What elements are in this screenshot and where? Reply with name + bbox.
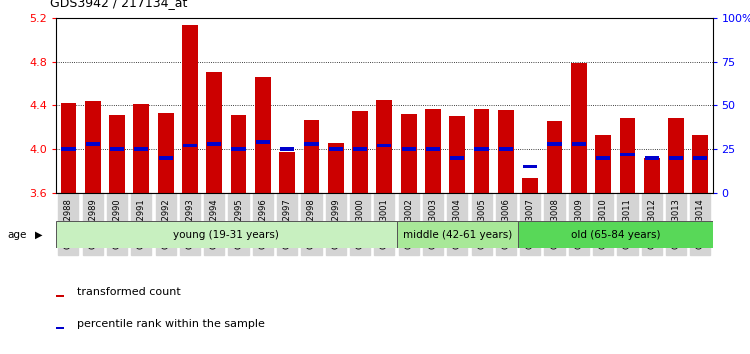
Bar: [207, 142, 221, 145]
Text: transformed count: transformed count: [76, 287, 181, 297]
Bar: [61, 103, 76, 193]
Bar: [572, 142, 586, 145]
FancyBboxPatch shape: [397, 221, 518, 248]
Bar: [86, 142, 100, 145]
Bar: [425, 109, 441, 193]
Bar: [400, 114, 416, 193]
Bar: [256, 140, 270, 144]
Bar: [522, 178, 538, 193]
Bar: [596, 135, 611, 193]
Bar: [280, 147, 294, 151]
Bar: [328, 147, 343, 151]
Bar: [134, 104, 149, 193]
Bar: [620, 119, 635, 193]
Text: GDS3942 / 217134_at: GDS3942 / 217134_at: [50, 0, 187, 9]
Bar: [498, 110, 514, 193]
Text: old (65-84 years): old (65-84 years): [571, 229, 660, 240]
Bar: [548, 142, 562, 145]
Bar: [449, 116, 465, 193]
Bar: [645, 156, 658, 160]
Bar: [206, 73, 222, 193]
Text: young (19-31 years): young (19-31 years): [173, 229, 279, 240]
Bar: [376, 100, 392, 193]
Bar: [693, 156, 707, 160]
FancyBboxPatch shape: [56, 221, 397, 248]
Bar: [571, 63, 586, 193]
Bar: [62, 147, 76, 151]
Bar: [547, 121, 562, 193]
Bar: [231, 115, 247, 193]
Bar: [182, 25, 198, 193]
Bar: [426, 147, 440, 151]
Bar: [85, 101, 100, 193]
Bar: [475, 147, 489, 151]
Bar: [56, 295, 64, 297]
Bar: [352, 111, 368, 193]
Bar: [255, 77, 271, 193]
Text: age: age: [8, 229, 27, 240]
Bar: [620, 153, 634, 156]
Bar: [56, 326, 64, 329]
Bar: [596, 156, 610, 160]
Bar: [644, 158, 660, 193]
Bar: [692, 135, 708, 193]
Text: middle (42-61 years): middle (42-61 years): [403, 229, 512, 240]
Bar: [134, 147, 148, 151]
Bar: [304, 120, 320, 193]
Bar: [158, 113, 173, 193]
Bar: [304, 142, 319, 145]
Bar: [183, 144, 197, 147]
Bar: [377, 144, 392, 147]
Bar: [232, 147, 246, 151]
Bar: [401, 147, 416, 151]
Bar: [474, 109, 490, 193]
Bar: [279, 153, 295, 193]
Bar: [523, 165, 537, 169]
Bar: [669, 156, 683, 160]
Text: percentile rank within the sample: percentile rank within the sample: [76, 319, 265, 329]
Text: ▶: ▶: [35, 229, 43, 240]
Bar: [328, 143, 344, 193]
FancyBboxPatch shape: [518, 221, 712, 248]
Bar: [109, 115, 125, 193]
Bar: [158, 156, 172, 160]
Bar: [353, 147, 368, 151]
Bar: [450, 156, 464, 160]
Bar: [110, 147, 124, 151]
Bar: [499, 147, 513, 151]
Bar: [668, 119, 684, 193]
